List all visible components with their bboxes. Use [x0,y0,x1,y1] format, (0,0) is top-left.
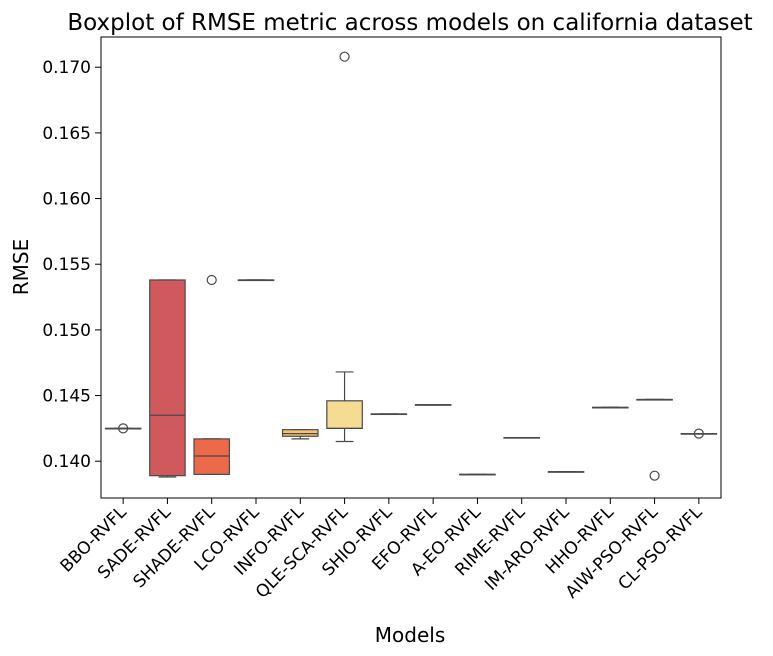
box-efo-rvfl [414,404,452,406]
box-iqr [193,438,231,475]
box-shio-rvfl [370,413,408,416]
y-tick-label: 0.150 [42,321,91,341]
box-bbo-rvfl [104,423,142,434]
box-qle-sca-rvfl [326,51,363,443]
outlier-point [693,428,704,439]
y-tick-label: 0.155 [42,255,91,275]
x-axis-label: Models [375,623,445,647]
box-hho-rvfl [591,406,629,409]
outlier-point [339,51,350,62]
box-iqr [149,279,186,477]
box-aiw-pso-rvfl [636,398,673,481]
box-a-eo-rvfl [459,473,496,476]
y-tick-label: 0.170 [42,58,91,78]
box-sade-rvfl [149,279,186,478]
y-tick-label: 0.165 [42,124,91,144]
outlier-point [649,470,660,481]
plot-area [104,51,718,481]
chart-title: Boxplot of RMSE metric across models on … [67,10,752,36]
outlier-point [206,274,217,286]
y-tick-label: 0.145 [42,387,91,407]
y-tick-label: 0.140 [42,452,91,472]
box-lco-rvfl [237,279,275,282]
outlier-point [118,423,129,434]
box-info-rvfl [281,429,319,440]
box-shade-rvfl [193,274,231,475]
y-axis-label: RMSE [9,239,33,295]
box-im-aro-rvfl [547,471,585,473]
box-rime-rvfl [503,436,541,439]
box-iqr [326,400,363,429]
y-tick-label: 0.160 [42,190,91,210]
box-cl-pso-rvfl [680,428,718,439]
plot-frame [100,36,722,499]
box-iqr [281,429,319,437]
